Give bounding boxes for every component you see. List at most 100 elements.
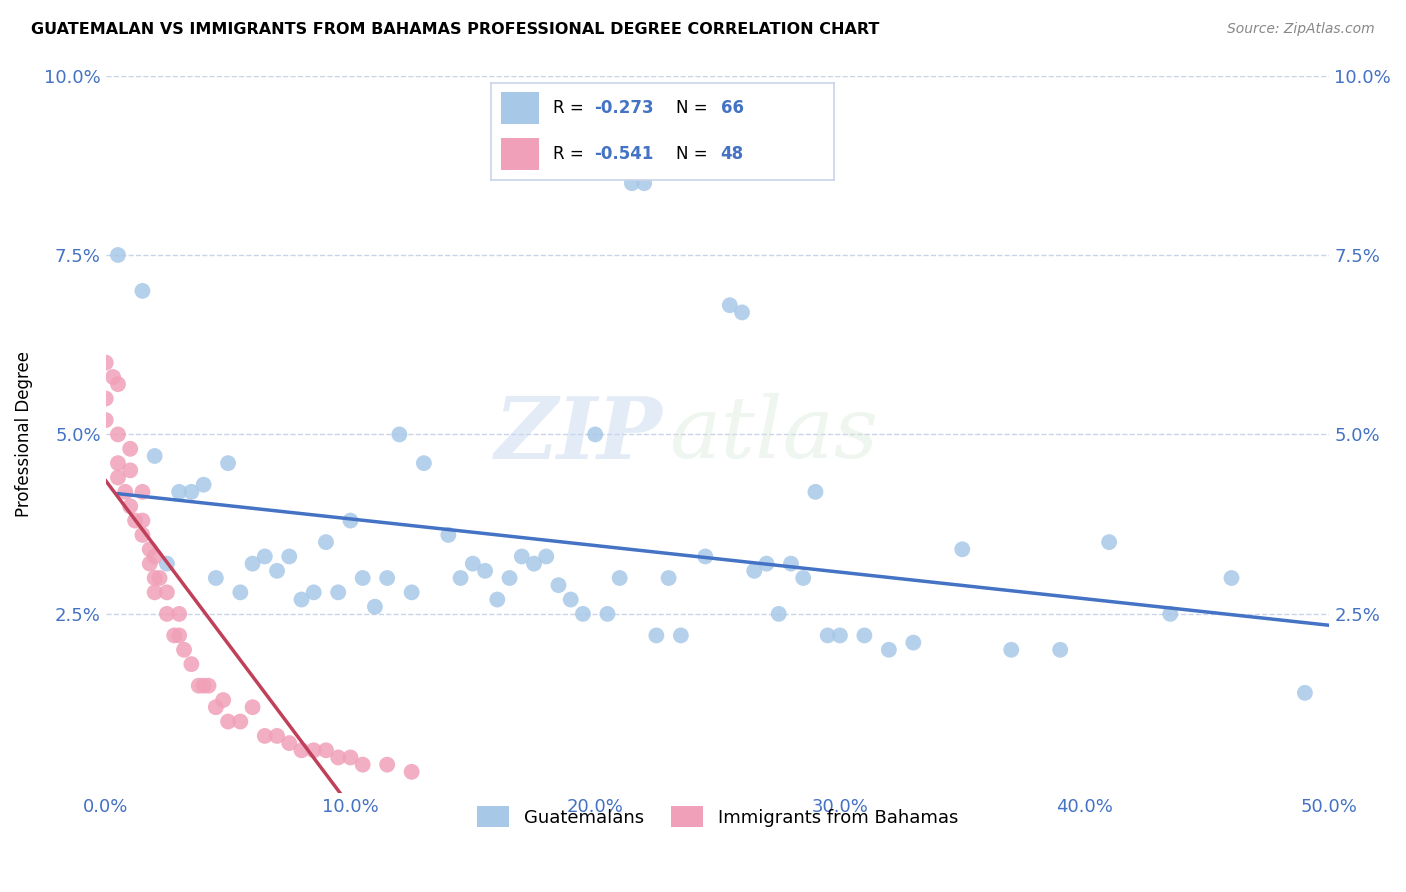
Point bbox=[302, 585, 325, 599]
Point bbox=[139, 542, 162, 557]
Point bbox=[114, 484, 136, 499]
Point bbox=[107, 427, 129, 442]
Point bbox=[817, 628, 839, 642]
Point bbox=[120, 442, 142, 456]
Point bbox=[620, 176, 643, 190]
Point bbox=[536, 549, 558, 564]
Point bbox=[401, 585, 423, 599]
Point bbox=[718, 298, 741, 312]
Point bbox=[645, 628, 668, 642]
Point bbox=[755, 557, 778, 571]
Point bbox=[187, 679, 209, 693]
Point bbox=[731, 305, 754, 319]
Point bbox=[253, 729, 276, 743]
Point bbox=[148, 571, 170, 585]
Point bbox=[212, 693, 235, 707]
Point bbox=[120, 500, 142, 514]
Point bbox=[124, 514, 146, 528]
Point bbox=[242, 557, 264, 571]
Point bbox=[486, 592, 509, 607]
Point bbox=[609, 571, 631, 585]
Point bbox=[131, 484, 153, 499]
Point bbox=[143, 571, 166, 585]
Point bbox=[229, 585, 252, 599]
Point bbox=[828, 628, 851, 642]
Point bbox=[167, 628, 190, 642]
Text: atlas: atlas bbox=[669, 393, 877, 475]
Point bbox=[143, 585, 166, 599]
Point bbox=[792, 571, 814, 585]
Point bbox=[669, 628, 692, 642]
Point bbox=[1000, 642, 1022, 657]
Point bbox=[193, 679, 215, 693]
Point bbox=[156, 585, 179, 599]
Point bbox=[375, 757, 398, 772]
Point bbox=[596, 607, 619, 621]
Point bbox=[167, 484, 190, 499]
Text: Source: ZipAtlas.com: Source: ZipAtlas.com bbox=[1227, 22, 1375, 37]
Point bbox=[266, 564, 288, 578]
Point bbox=[658, 571, 681, 585]
Point bbox=[572, 607, 595, 621]
Point bbox=[780, 557, 803, 571]
Point bbox=[450, 571, 472, 585]
Point bbox=[474, 564, 496, 578]
Point bbox=[364, 599, 387, 614]
Point bbox=[695, 549, 717, 564]
Text: ZIP: ZIP bbox=[495, 392, 662, 476]
Point bbox=[352, 757, 374, 772]
Point bbox=[107, 377, 129, 392]
Point bbox=[315, 535, 337, 549]
Point bbox=[101, 370, 124, 384]
Point bbox=[107, 456, 129, 470]
Point bbox=[217, 714, 239, 729]
Point bbox=[768, 607, 790, 621]
Point bbox=[290, 592, 312, 607]
Point bbox=[143, 449, 166, 463]
Text: GUATEMALAN VS IMMIGRANTS FROM BAHAMAS PROFESSIONAL DEGREE CORRELATION CHART: GUATEMALAN VS IMMIGRANTS FROM BAHAMAS PR… bbox=[31, 22, 879, 37]
Point bbox=[278, 736, 301, 750]
Point bbox=[163, 628, 186, 642]
Point bbox=[107, 248, 129, 262]
Point bbox=[180, 484, 202, 499]
Point bbox=[1220, 571, 1243, 585]
Point bbox=[302, 743, 325, 757]
Point bbox=[197, 679, 219, 693]
Point bbox=[853, 628, 876, 642]
Point bbox=[633, 176, 655, 190]
Point bbox=[877, 642, 900, 657]
Point bbox=[412, 456, 434, 470]
Point bbox=[131, 528, 153, 542]
Point bbox=[1159, 607, 1181, 621]
Point bbox=[339, 750, 361, 764]
Point bbox=[94, 356, 117, 370]
Point bbox=[107, 470, 129, 484]
Point bbox=[290, 743, 312, 757]
Point bbox=[461, 557, 484, 571]
Point bbox=[217, 456, 239, 470]
Point bbox=[167, 607, 190, 621]
Point bbox=[205, 571, 228, 585]
Point bbox=[560, 592, 582, 607]
Point bbox=[437, 528, 460, 542]
Point bbox=[266, 729, 288, 743]
Point bbox=[498, 571, 520, 585]
Point bbox=[205, 700, 228, 714]
Point bbox=[339, 514, 361, 528]
Point bbox=[375, 571, 398, 585]
Point bbox=[903, 635, 925, 649]
Point bbox=[388, 427, 411, 442]
Point bbox=[94, 413, 117, 427]
Point bbox=[131, 284, 153, 298]
Point bbox=[315, 743, 337, 757]
Point bbox=[193, 477, 215, 491]
Point bbox=[242, 700, 264, 714]
Point bbox=[156, 557, 179, 571]
Point bbox=[1098, 535, 1121, 549]
Point bbox=[742, 564, 765, 578]
Legend: Guatemalans, Immigrants from Bahamas: Guatemalans, Immigrants from Bahamas bbox=[470, 799, 966, 835]
Point bbox=[156, 607, 179, 621]
Point bbox=[510, 549, 533, 564]
Point bbox=[278, 549, 301, 564]
Point bbox=[1294, 686, 1316, 700]
